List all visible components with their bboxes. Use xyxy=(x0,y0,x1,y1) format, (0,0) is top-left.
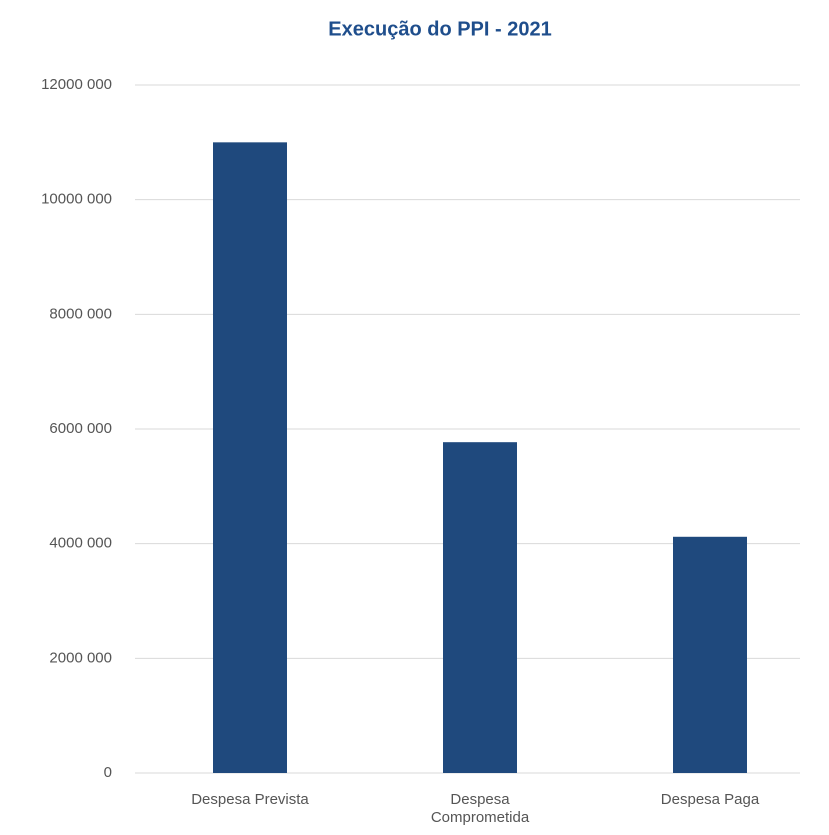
x-tick-label: Despesa Prevista xyxy=(191,791,309,808)
y-tick-label: 2000 000 xyxy=(49,649,112,666)
y-tick-label: 0 xyxy=(104,764,112,781)
y-tick-label: 10000 000 xyxy=(41,191,112,208)
y-tick-label: 6000 000 xyxy=(49,420,112,437)
y-tick-label: 12000 000 xyxy=(41,76,112,93)
bar xyxy=(443,442,517,773)
x-tick-label: Despesa Comprometida xyxy=(430,791,530,826)
bar xyxy=(673,536,747,773)
bar xyxy=(213,142,287,774)
chart-title: Execução do PPI - 2021 xyxy=(328,18,551,40)
y-tick-label: 4000 000 xyxy=(49,535,112,552)
y-tick-label: 8000 000 xyxy=(49,305,112,322)
x-tick-label: Despesa Paga xyxy=(660,791,760,808)
